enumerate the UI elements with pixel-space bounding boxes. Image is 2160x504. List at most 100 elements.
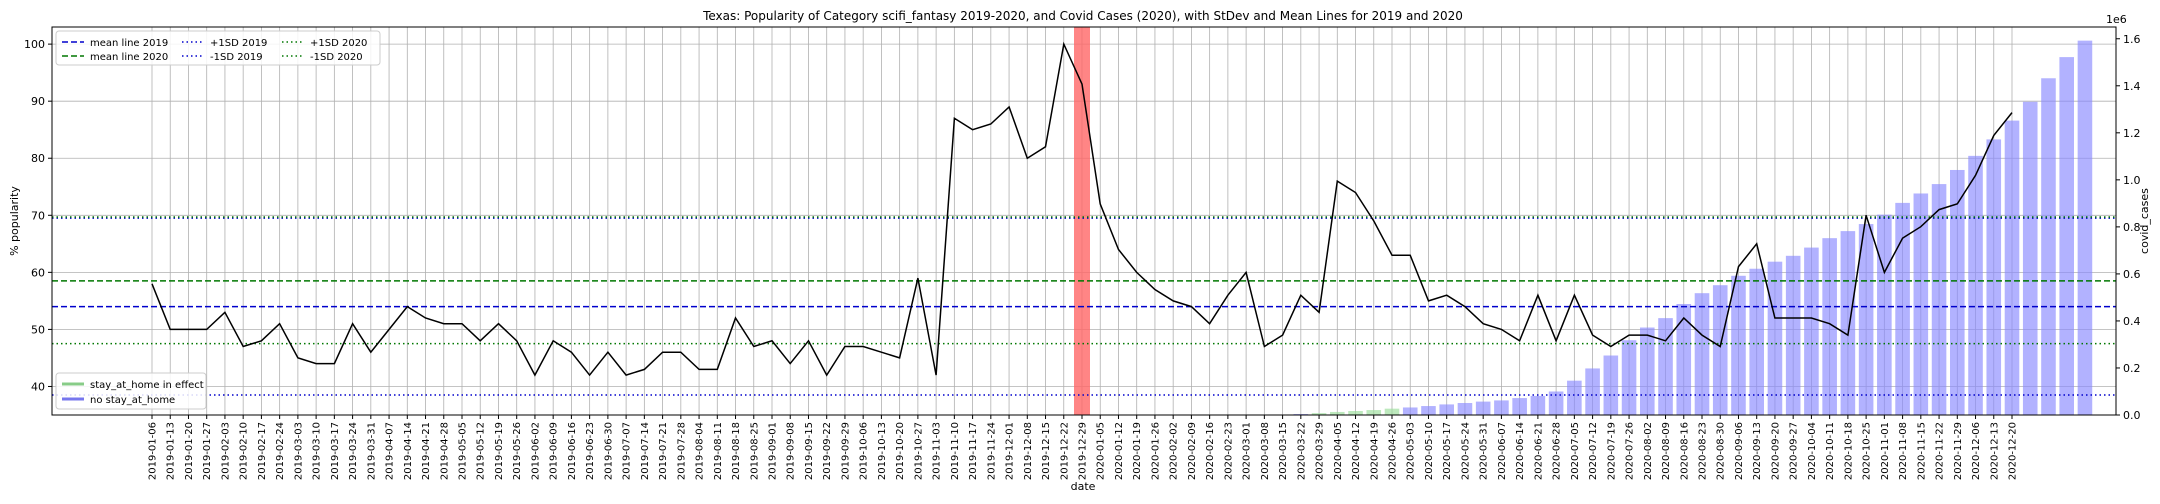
- x-tick-label: 2019-03-10: [312, 422, 323, 480]
- x-tick-label: 2019-12-01: [1005, 422, 1016, 480]
- x-tick-label: 2019-01-06: [148, 422, 159, 480]
- covid-bar: [1330, 411, 1345, 415]
- x-tick-label: 2019-12-15: [1041, 422, 1052, 480]
- x-tick-label: 2019-07-21: [658, 422, 669, 480]
- x-tick-label: 2019-01-27: [202, 422, 213, 480]
- covid-bar: [1530, 395, 1546, 415]
- legend-label: -1SD 2019: [210, 52, 263, 63]
- x-tick-label: 2020-10-18: [1843, 422, 1854, 480]
- x-tick-label: 2019-11-24: [986, 422, 997, 480]
- x-tick-label: 2019-03-31: [366, 422, 377, 480]
- x-tick-label: 2019-06-09: [549, 422, 560, 480]
- x-tick-label: 2020-05-10: [1424, 422, 1435, 480]
- popularity-series: [151, 41, 2013, 377]
- x-tick-label: 2020-09-06: [1734, 422, 1745, 480]
- x-tick-label: 2020-03-08: [1260, 422, 1271, 480]
- left-tick-label: 100: [24, 38, 45, 51]
- legend-box: [55, 30, 381, 66]
- covid-bar: [1384, 408, 1400, 415]
- covid-bar: [1877, 214, 1892, 415]
- x-tick-label: 2020-11-15: [1916, 422, 1927, 480]
- x-axis-ticks: 2019-01-06 2019-01-13 2019-01-20 2019-01-27…: [148, 415, 2019, 480]
- x-tick-label: 2019-10-20: [895, 422, 906, 480]
- left-tick-label: 70: [31, 209, 45, 222]
- covid-bar: [1311, 413, 1327, 415]
- x-tick-label: 2019-12-29: [1078, 422, 1089, 480]
- right-tick-label: 1.0: [2123, 174, 2141, 187]
- right-tick-label: 0.0: [2123, 409, 2141, 422]
- left-tick-label: 40: [31, 380, 45, 393]
- covid-bar: [1548, 391, 1564, 415]
- x-tick-label: 2020-08-02: [1643, 422, 1654, 480]
- x-tick-label: 2019-09-22: [822, 422, 833, 480]
- covid-bar: [1931, 184, 1947, 415]
- x-tick-label: 2020-02-16: [1205, 422, 1216, 480]
- covid-bar: [1712, 285, 1728, 415]
- x-tick-label: 2020-12-20: [2008, 422, 2019, 480]
- x-tick-label: 2020-08-30: [1716, 422, 1727, 480]
- x-tick-label: 2019-07-14: [640, 422, 651, 480]
- x-tick-label: 2020-12-13: [1989, 422, 2000, 480]
- x-tick-label: 2019-02-03: [220, 422, 231, 480]
- covid-bar: [1640, 327, 1655, 415]
- left-tick-label: 80: [31, 152, 45, 165]
- left-tick-label: 90: [31, 95, 45, 108]
- x-tick-label: 2020-09-20: [1770, 422, 1781, 480]
- covid-bar: [1822, 238, 1837, 415]
- right-tick-label: 1.6: [2123, 33, 2141, 46]
- x-tick-label: 2020-04-26: [1388, 422, 1399, 480]
- x-tick-label: 2019-04-21: [421, 422, 432, 480]
- legend-label: stay_at_home in effect: [90, 380, 204, 391]
- x-tick-label: 2019-03-03: [293, 422, 304, 480]
- x-tick-label: 2019-04-28: [439, 422, 450, 480]
- popularity-line: [151, 41, 2013, 377]
- x-axis-label: date: [1071, 480, 1096, 493]
- covid-bar: [1457, 403, 1473, 415]
- right-axis-multiplier: 1e6: [2106, 13, 2127, 26]
- x-tick-label: 2019-02-24: [275, 422, 286, 480]
- x-tick-label: 2020-03-01: [1242, 422, 1253, 480]
- covid-bar: [1749, 268, 1764, 415]
- left-axis-ticks: 40 50 60 70 80 90 100: [24, 38, 52, 393]
- legend-label: mean line 2020: [90, 52, 168, 63]
- x-tick-label: 2020-07-05: [1570, 422, 1581, 480]
- covid-bar: [1366, 410, 1382, 415]
- x-tick-label: 2019-01-13: [166, 422, 177, 480]
- x-tick-label: 2020-03-15: [1278, 422, 1289, 480]
- x-tick-label: 2020-05-17: [1442, 422, 1453, 480]
- covid-bar: [2022, 101, 2038, 415]
- covid-bar: [1421, 406, 1436, 415]
- covid-bar: [2041, 78, 2056, 415]
- x-tick-label: 2019-08-04: [695, 422, 706, 480]
- covid-bar: [2059, 57, 2074, 415]
- covid-bar: [1402, 407, 1418, 415]
- covid-bar: [1785, 255, 1801, 415]
- x-tick-label: 2019-08-25: [749, 422, 760, 480]
- x-tick-label: 2019-03-17: [330, 422, 341, 480]
- x-tick-label: 2020-05-24: [1460, 422, 1471, 480]
- legend-label: -1SD 2020: [310, 52, 363, 63]
- x-tick-label: 2019-06-02: [530, 422, 541, 480]
- legend-label: mean line 2019: [90, 38, 168, 49]
- right-axis-label: covid_cases: [2138, 188, 2151, 254]
- x-tick-label: 2019-05-26: [512, 422, 523, 480]
- x-tick-label: 2020-07-26: [1625, 422, 1636, 480]
- covid-bar: [1658, 318, 1673, 415]
- covid-bar: [1348, 411, 1363, 415]
- right-tick-label: 0.6: [2123, 268, 2141, 281]
- x-tick-label: 2019-10-27: [913, 422, 924, 480]
- x-tick-label: 2020-04-19: [1369, 422, 1380, 480]
- x-tick-label: 2019-04-07: [385, 422, 396, 480]
- covid-bar: [1567, 380, 1582, 415]
- right-tick-label: 1.4: [2123, 80, 2141, 93]
- x-tick-label: 2019-10-13: [877, 422, 888, 480]
- x-tick-label: 2020-08-09: [1661, 422, 1672, 480]
- x-tick-label: 2020-10-04: [1807, 422, 1818, 480]
- legend-box: [55, 372, 207, 410]
- x-tick-label: 2019-05-05: [458, 422, 469, 480]
- covid-bar: [1694, 293, 1710, 415]
- x-tick-label: 2020-11-29: [1953, 422, 1964, 480]
- x-tick-label: 2020-08-16: [1679, 422, 1690, 480]
- x-tick-label: 2020-01-19: [1132, 422, 1143, 480]
